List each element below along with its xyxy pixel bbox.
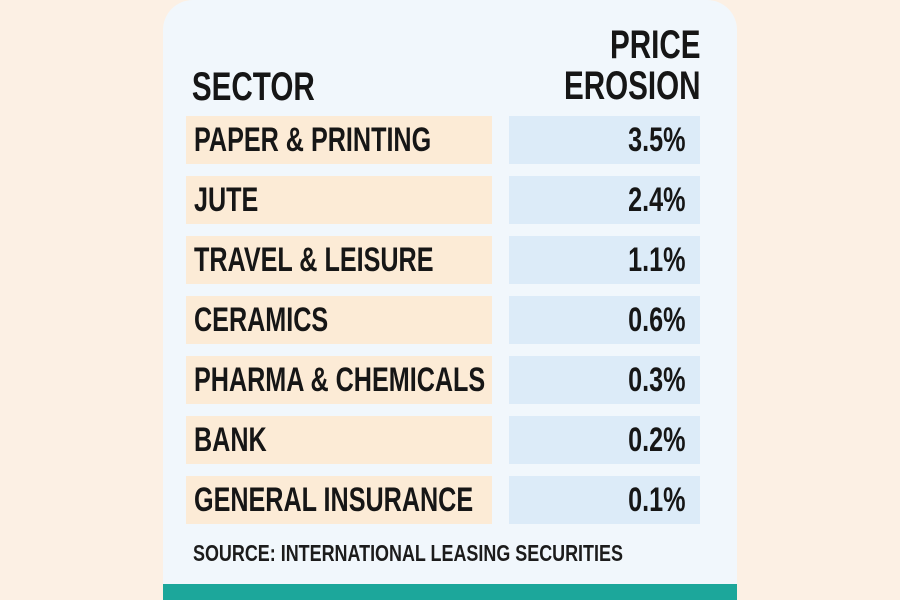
value-cell: 0.3% xyxy=(509,356,700,404)
value-label: 1.1% xyxy=(627,241,685,279)
value-cell: 0.2% xyxy=(509,416,700,464)
value-cell: 1.1% xyxy=(509,236,700,284)
value-label: 0.6% xyxy=(627,301,685,339)
sector-cell: TRAVEL & LEISURE xyxy=(186,236,492,284)
table-row: PAPER & PRINTING 3.5% xyxy=(186,116,700,164)
infographic-card: SECTOR PRICE EROSION PAPER & PRINTING 3.… xyxy=(163,0,737,600)
value-cell: 0.6% xyxy=(509,296,700,344)
value-label: 3.5% xyxy=(627,121,685,159)
table-body: PAPER & PRINTING 3.5% JUTE 2.4% TRAVEL &… xyxy=(186,116,700,536)
column-header-sector: SECTOR xyxy=(191,65,315,109)
sector-cell: CERAMICS xyxy=(186,296,492,344)
table-row: PHARMA & CHEMICALS 0.3% xyxy=(186,356,700,404)
sector-label: TRAVEL & LEISURE xyxy=(194,241,434,279)
sector-cell: JUTE xyxy=(186,176,492,224)
sector-label: JUTE xyxy=(194,181,259,219)
sector-cell: BANK xyxy=(186,416,492,464)
table-row: CERAMICS 0.6% xyxy=(186,296,700,344)
value-cell: 2.4% xyxy=(509,176,700,224)
value-label: 2.4% xyxy=(627,181,685,219)
sector-label: GENERAL INSURANCE xyxy=(194,481,474,519)
sector-cell: GENERAL INSURANCE xyxy=(186,476,492,524)
sector-cell: PAPER & PRINTING xyxy=(186,116,492,164)
value-label: 0.3% xyxy=(627,361,685,399)
sector-label: BANK xyxy=(194,421,267,459)
table-row: BANK 0.2% xyxy=(186,416,700,464)
value-label: 0.1% xyxy=(627,481,685,519)
accent-bar xyxy=(163,584,737,600)
table-row: JUTE 2.4% xyxy=(186,176,700,224)
source-attribution: SOURCE: INTERNATIONAL LEASING SECURITIES xyxy=(193,540,623,566)
table-row: TRAVEL & LEISURE 1.1% xyxy=(186,236,700,284)
sector-cell: PHARMA & CHEMICALS xyxy=(186,356,492,404)
value-cell: 0.1% xyxy=(509,476,700,524)
value-cell: 3.5% xyxy=(509,116,700,164)
column-header-price-erosion: PRICE EROSION xyxy=(563,22,700,108)
sector-label: CERAMICS xyxy=(194,301,329,339)
sector-label: PAPER & PRINTING xyxy=(194,121,432,159)
sector-label: PHARMA & CHEMICALS xyxy=(194,361,486,399)
value-label: 0.2% xyxy=(627,421,685,459)
table-header: SECTOR PRICE EROSION xyxy=(186,0,700,107)
table-row: GENERAL INSURANCE 0.1% xyxy=(186,476,700,524)
